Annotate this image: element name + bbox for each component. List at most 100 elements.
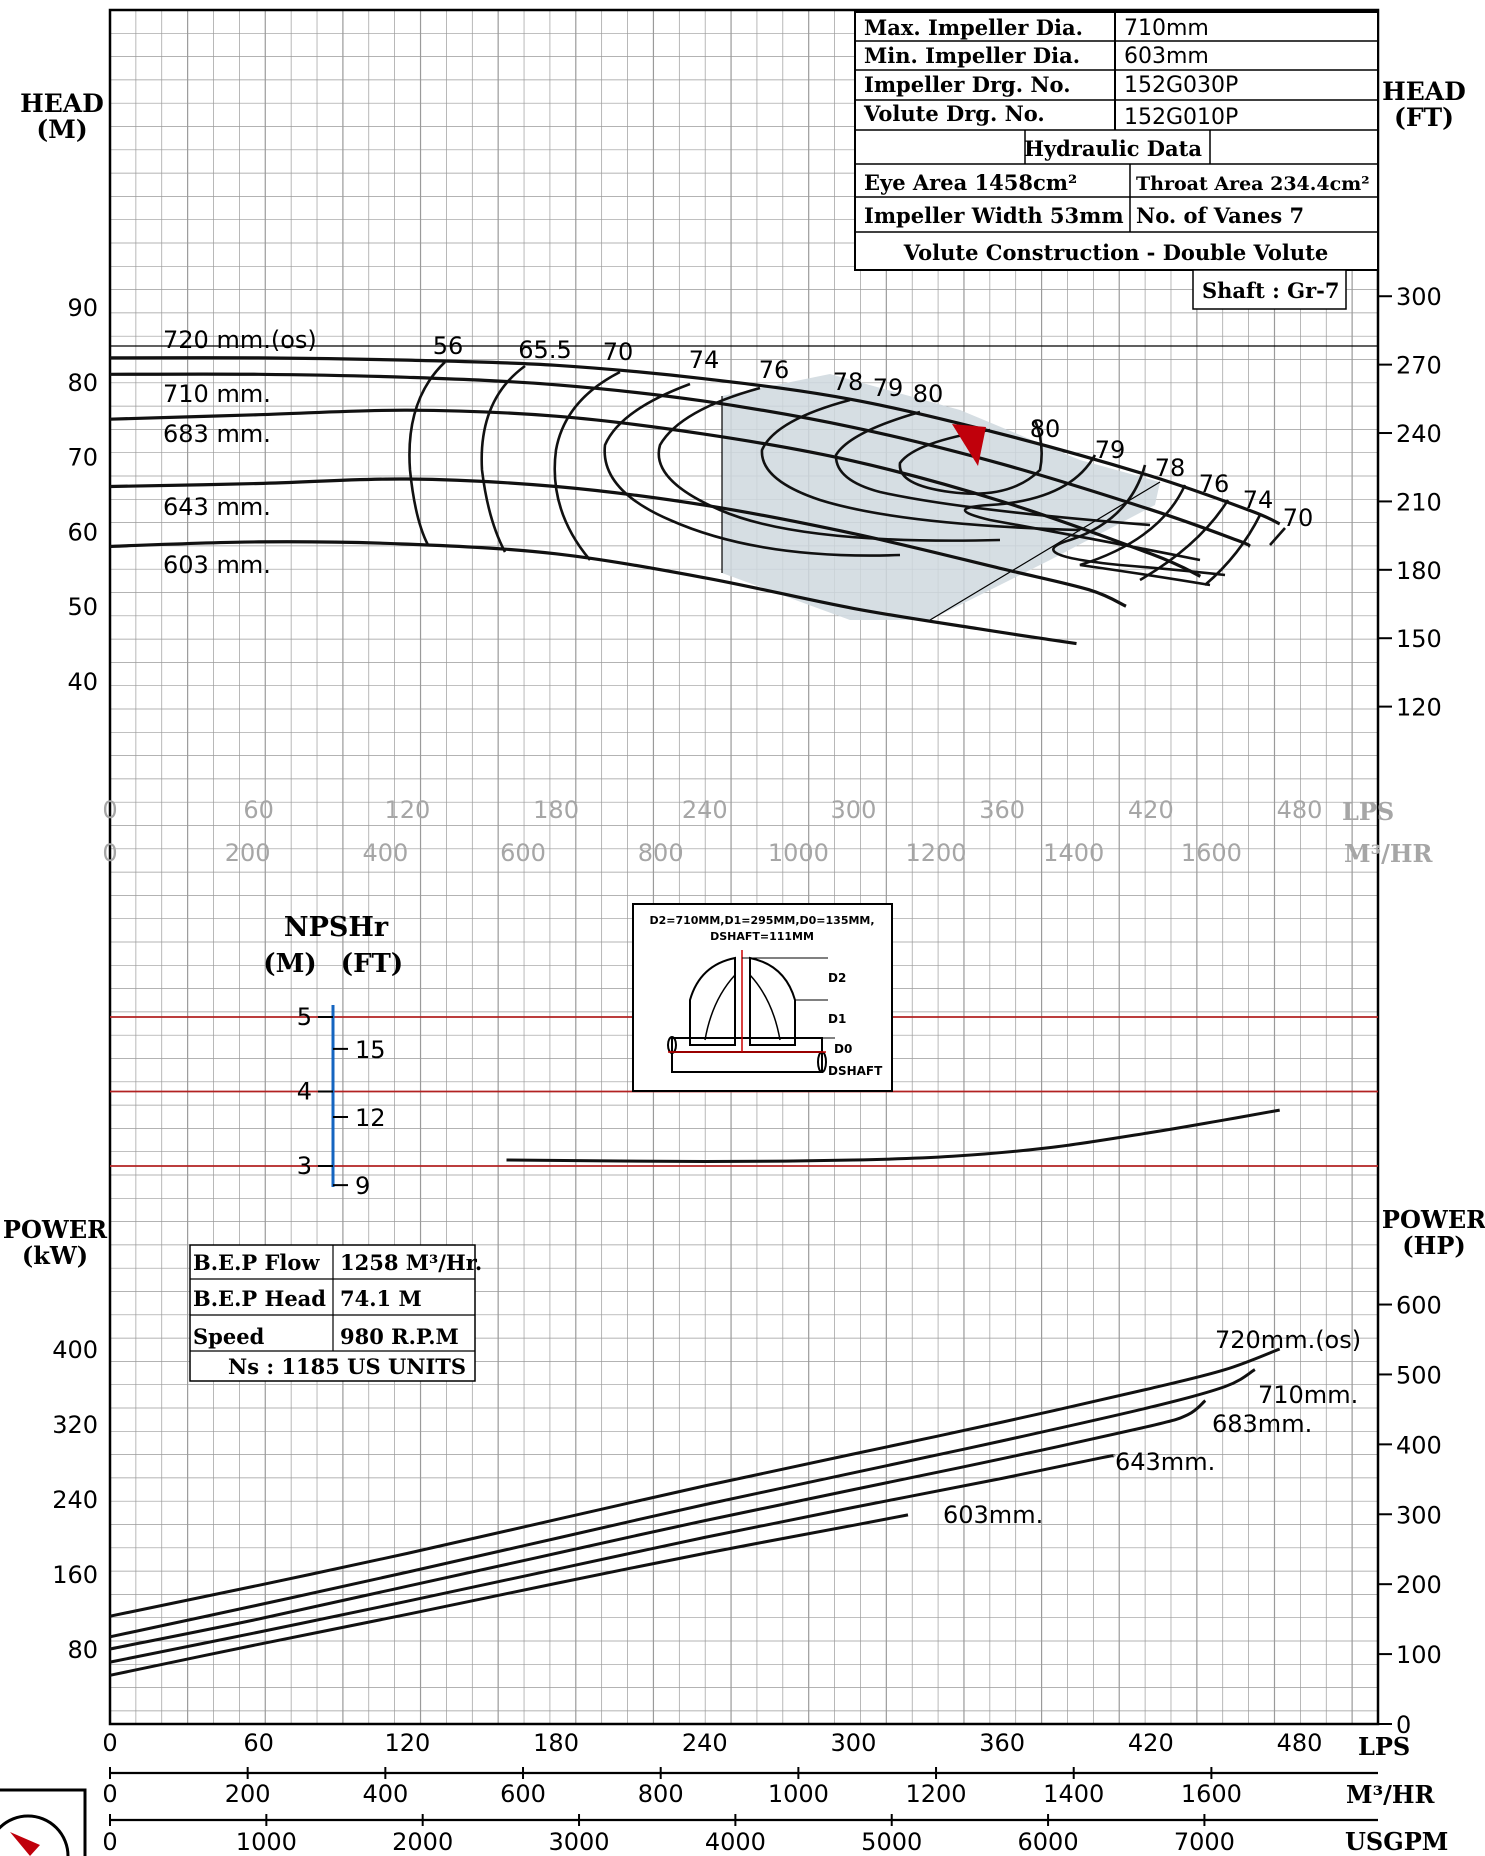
lps-tick-label: 120 bbox=[384, 1729, 430, 1757]
head-left-unit: (M) bbox=[36, 115, 87, 144]
power-hp-tick-label: 0 bbox=[1396, 1711, 1411, 1739]
sketch-dims-line1: D2=710MM,D1=295MM,D0=135MM, bbox=[649, 914, 874, 927]
efficiency-contour-13 bbox=[1269, 527, 1286, 546]
head-ft-tick-label: 210 bbox=[1396, 488, 1442, 516]
bep-head-value: 74.1 M bbox=[340, 1286, 422, 1311]
lps-mid-tick-label: 120 bbox=[384, 796, 430, 824]
npsh-m-tick-label: 4 bbox=[297, 1078, 312, 1106]
impeller-info-table: Max. Impeller Dia. 710mm Min. Impeller D… bbox=[854, 11, 1379, 310]
head-m-tick-label: 60 bbox=[67, 518, 98, 546]
speed-label: Speed bbox=[193, 1324, 265, 1349]
head-curve-0 bbox=[109, 356, 1281, 526]
head-ft-tick-label: 180 bbox=[1396, 557, 1442, 585]
lps-tick-label: 480 bbox=[1277, 1729, 1323, 1757]
efficiency-label: 79 bbox=[873, 374, 904, 402]
head-curve-4 bbox=[109, 540, 1077, 646]
power-curve-1 bbox=[109, 1368, 1256, 1639]
lps-tick-label: 180 bbox=[533, 1729, 579, 1757]
operating-region-fill bbox=[722, 374, 1160, 620]
npsh-ft-tick-label: 9 bbox=[355, 1172, 370, 1200]
head-m-tick-label: 50 bbox=[67, 593, 98, 621]
m3hr-unit-label: M³/HR bbox=[1346, 1780, 1436, 1809]
efficiency-label: 76 bbox=[1199, 470, 1230, 498]
lps-tick-label: 0 bbox=[102, 1729, 117, 1757]
m3hr-tick-label: 200 bbox=[225, 1780, 271, 1808]
power-hp-tick-label: 600 bbox=[1396, 1292, 1442, 1320]
power-kw-tick-label: 160 bbox=[52, 1561, 98, 1589]
operating-region-right-edge bbox=[929, 481, 1161, 621]
m3hr-mid-tick-label: 1400 bbox=[1043, 839, 1104, 867]
head-ft-tick-label: 120 bbox=[1396, 694, 1442, 722]
power-right-unit: (HP) bbox=[1402, 1231, 1465, 1260]
lps-mid-tick-label: 240 bbox=[682, 796, 728, 824]
specific-speed: Ns : 1185 US UNITS bbox=[228, 1354, 466, 1379]
lps-mid-unit: LPS bbox=[1342, 797, 1394, 826]
m3hr-mid-tick-label: 600 bbox=[500, 839, 546, 867]
min-impeller-label: Min. Impeller Dia. bbox=[864, 43, 1080, 68]
efficiency-contour-11 bbox=[1139, 499, 1230, 582]
power-curve-4 bbox=[109, 1513, 909, 1677]
m3hr-mid-tick-label: 200 bbox=[225, 839, 271, 867]
volute-drg-value: 152G010P bbox=[1124, 105, 1238, 130]
usgpm-tick-label: 1000 bbox=[236, 1828, 297, 1856]
m3hr-mid-unit: M³/HR bbox=[1344, 839, 1434, 868]
power-curve-label: 643mm. bbox=[1115, 1448, 1215, 1476]
power-curve-label: 720mm.(os) bbox=[1215, 1326, 1361, 1354]
head-ft-tick-label: 150 bbox=[1396, 625, 1442, 653]
throat-area: Throat Area 234.4cm² bbox=[1136, 173, 1370, 195]
efficiency-label: 76 bbox=[759, 356, 790, 384]
impeller-width: Impeller Width 53mm bbox=[864, 203, 1124, 228]
head-right-unit: (FT) bbox=[1394, 103, 1454, 132]
head-curve-label: 603 mm. bbox=[163, 551, 271, 579]
usgpm-unit-label: USGPM bbox=[1345, 1827, 1448, 1856]
head-m-tick-label: 90 bbox=[67, 294, 98, 322]
efficiency-label: 70 bbox=[1283, 504, 1314, 532]
power-curve-3 bbox=[109, 1454, 1116, 1664]
head-curve-label: 720 mm.(os) bbox=[163, 326, 317, 354]
m3hr-tick-label: 400 bbox=[362, 1780, 408, 1808]
head-curve-label: 710 mm. bbox=[163, 380, 271, 408]
speed-value: 980 R.P.M bbox=[340, 1324, 459, 1349]
efficiency-label: 56 bbox=[433, 332, 464, 360]
min-impeller-value: 603mm bbox=[1124, 44, 1209, 69]
efficiency-contour-0 bbox=[408, 361, 446, 546]
lps-unit-label: LPS bbox=[1358, 1732, 1410, 1761]
power-curve-0 bbox=[109, 1347, 1281, 1618]
usgpm-tick-label: 2000 bbox=[392, 1828, 453, 1856]
head-ft-tick-label: 270 bbox=[1396, 352, 1442, 380]
bep-flow-value: 1258 M³/Hr. bbox=[340, 1250, 482, 1275]
efficiency-label: 74 bbox=[1243, 486, 1274, 514]
m3hr-mid-tick-label: 800 bbox=[638, 839, 684, 867]
efficiency-contour-10 bbox=[1079, 484, 1211, 587]
npsh-ft-tick-label: 15 bbox=[355, 1036, 386, 1064]
head-curve-1 bbox=[109, 372, 1252, 548]
m3hr-tick-label: 1600 bbox=[1181, 1780, 1242, 1808]
power-hp-tick-label: 300 bbox=[1396, 1501, 1442, 1529]
efficiency-label: 70 bbox=[603, 338, 634, 366]
lps-tick-label: 420 bbox=[1128, 1729, 1174, 1757]
power-left-unit: (kW) bbox=[22, 1241, 88, 1270]
lps-tick-label: 360 bbox=[979, 1729, 1025, 1757]
efficiency-contour-9 bbox=[1052, 464, 1226, 577]
power-curve-label: 683mm. bbox=[1212, 1410, 1312, 1438]
head-m-tick-label: 80 bbox=[67, 369, 98, 397]
bep-flow-label: B.E.P Flow bbox=[193, 1250, 320, 1275]
m3hr-mid-tick-label: 1200 bbox=[906, 839, 967, 867]
efficiency-contour-8 bbox=[964, 454, 1201, 562]
sketch-dims-line2: DSHAFT=111MM bbox=[710, 930, 814, 943]
sketch-dshaft-label: DSHAFT bbox=[828, 1064, 883, 1078]
lps-tick-label: 240 bbox=[682, 1729, 728, 1757]
npsh-curve bbox=[506, 1108, 1280, 1164]
operating-region bbox=[721, 374, 1161, 621]
efficiency-label: 78 bbox=[1155, 454, 1186, 482]
lps-mid-tick-label: 180 bbox=[533, 796, 579, 824]
bep-head-label: B.E.P Head bbox=[193, 1286, 326, 1311]
npsh-ft-label: (FT) bbox=[341, 949, 403, 979]
usgpm-tick-label: 6000 bbox=[1018, 1828, 1079, 1856]
impeller-drg-label: Impeller Drg. No. bbox=[864, 72, 1071, 97]
power-kw-tick-label: 80 bbox=[67, 1636, 98, 1664]
head-right-label: HEAD bbox=[1382, 77, 1466, 106]
head-ft-tick-label: 240 bbox=[1396, 420, 1442, 448]
npsh-ft-tick-label: 12 bbox=[355, 1104, 386, 1132]
